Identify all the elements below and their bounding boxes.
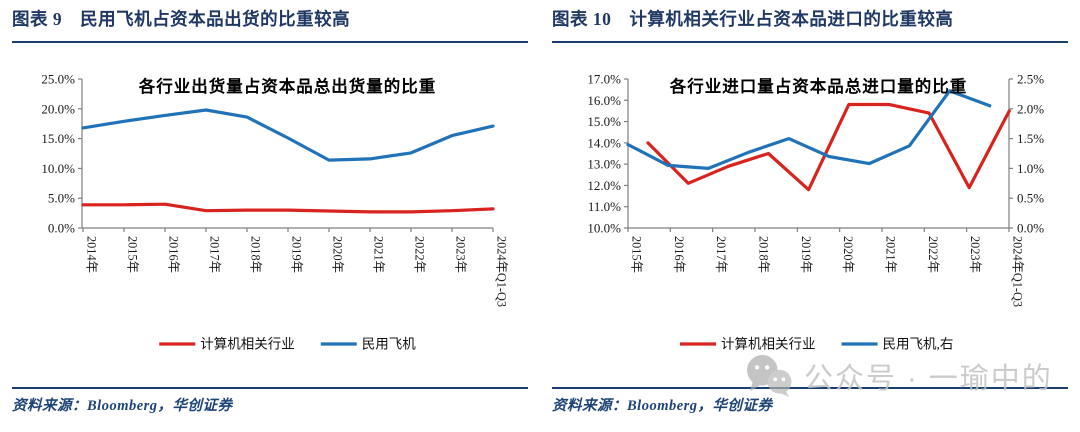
svg-text:1.0%: 1.0%	[1017, 161, 1044, 176]
svg-text:2016年: 2016年	[672, 236, 686, 273]
series-line-1	[626, 89, 992, 171]
svg-text:0.0%: 0.0%	[48, 221, 75, 236]
chart-title: 各行业出货量占资本品总出货量的比重	[138, 76, 437, 96]
svg-text:2023年: 2023年	[968, 236, 982, 273]
svg-text:16.0%: 16.0%	[587, 93, 621, 108]
y-axis-labels: 0.0% 5.0% 10.0% 15.0% 20.0% 25.0%	[41, 72, 75, 236]
svg-text:10.0%: 10.0%	[41, 161, 75, 176]
legend-label-1: 民用飞机	[362, 337, 416, 352]
svg-text:2018年: 2018年	[249, 236, 263, 273]
svg-text:5.0%: 5.0%	[48, 191, 75, 206]
series-line-1	[81, 108, 495, 162]
svg-text:2022年: 2022年	[413, 236, 427, 273]
svg-text:2017年: 2017年	[208, 236, 222, 273]
svg-text:2022年: 2022年	[926, 236, 940, 273]
svg-text:10.0%: 10.0%	[587, 221, 621, 236]
svg-text:0.0%: 0.0%	[1017, 221, 1044, 236]
svg-text:2024年Q1-Q3: 2024年Q1-Q3	[1010, 236, 1024, 307]
legend: 计算机相关行业 民用飞机,右	[680, 337, 953, 352]
svg-text:2021年: 2021年	[372, 236, 386, 273]
svg-text:2.5%: 2.5%	[1017, 72, 1044, 87]
svg-text:0.5%: 0.5%	[1017, 191, 1044, 206]
svg-text:2.0%: 2.0%	[1017, 101, 1044, 116]
legend-label-0: 计算机相关行业	[721, 337, 816, 352]
svg-text:11.0%: 11.0%	[588, 199, 621, 214]
svg-text:2019年: 2019年	[799, 236, 813, 273]
series-line-0	[81, 202, 495, 214]
svg-text:25.0%: 25.0%	[41, 72, 75, 87]
x-axis-labels: 2014年 2015年 2016年 2017年 2018年 2019年 2020年 2021年…	[85, 236, 509, 307]
imports-share-chart: 10.0% 11.0% 12.0% 13.0% 14.0% 15.0% 16.0% 17.0%…	[587, 72, 1044, 352]
svg-text:2017年: 2017年	[714, 236, 728, 273]
svg-text:15.0%: 15.0%	[41, 131, 75, 146]
svg-text:2019年: 2019年	[290, 236, 304, 273]
x-axis-labels: 2015年 2016年 2017年 2018年 2019年 2020年 2021年 2022年…	[630, 236, 1025, 307]
legend-label-0: 计算机相关行业	[200, 337, 295, 352]
series-line-0	[646, 102, 1011, 192]
svg-text:20.0%: 20.0%	[41, 101, 75, 116]
shipments-share-chart: 0.0%5.0%10.0%15.0%20.0%25.0%2014年 2015年 20…	[41, 72, 509, 352]
figure-panel-imports: 图表 10 计算机相关行业占资本品进口的比重较高 10.0% 11.0% 12.0%…	[540, 0, 1080, 432]
svg-text:15.0%: 15.0%	[587, 114, 621, 129]
source-note-right: 资料来源：Bloomberg，华创证券	[552, 387, 1068, 415]
source-note-left: 资料来源：Bloomberg，华创证券	[12, 387, 528, 415]
svg-text:2021年: 2021年	[883, 236, 897, 273]
svg-text:17.0%: 17.0%	[587, 72, 621, 87]
svg-text:2014年: 2014年	[85, 236, 99, 273]
figure-panel-shipments: 图表 9 民用飞机占资本品出货的比重较高 0.0% 5.0% 10.0% 15.0% 2…	[12, 8, 528, 415]
chart-title: 各行业进口量占资本品总进口量的比重	[669, 76, 968, 96]
figure-10-title: 图表 10 计算机相关行业占资本品进口的比重较高	[552, 8, 1068, 43]
svg-text:2015年: 2015年	[630, 236, 644, 273]
legend: 计算机相关行业 民用飞机	[159, 337, 416, 352]
svg-text:2024年Q1-Q3: 2024年Q1-Q3	[495, 236, 509, 307]
y-axis-labels: 10.0% 11.0% 12.0% 13.0% 14.0% 15.0% 16.0% 17.0%	[587, 72, 621, 236]
axes	[624, 78, 1013, 232]
svg-text:2020年: 2020年	[331, 236, 345, 273]
figure-9-title: 图表 9 民用飞机占资本品出货的比重较高	[12, 8, 528, 43]
legend-label-1: 民用飞机,右	[883, 337, 954, 352]
svg-text:1.5%: 1.5%	[1017, 131, 1044, 146]
svg-text:2020年: 2020年	[841, 236, 855, 273]
svg-text:2023年: 2023年	[454, 236, 468, 273]
svg-text:14.0%: 14.0%	[587, 135, 621, 150]
svg-text:2018年: 2018年	[756, 236, 770, 273]
svg-text:2015年: 2015年	[126, 236, 140, 273]
svg-text:2016年: 2016年	[167, 236, 181, 273]
axes	[78, 78, 494, 232]
svg-text:13.0%: 13.0%	[587, 157, 621, 172]
secondary-y-axis-labels: 0.0% 0.5% 1.0% 1.5% 2.0% 2.5%	[1017, 72, 1044, 236]
svg-text:12.0%: 12.0%	[587, 178, 621, 193]
